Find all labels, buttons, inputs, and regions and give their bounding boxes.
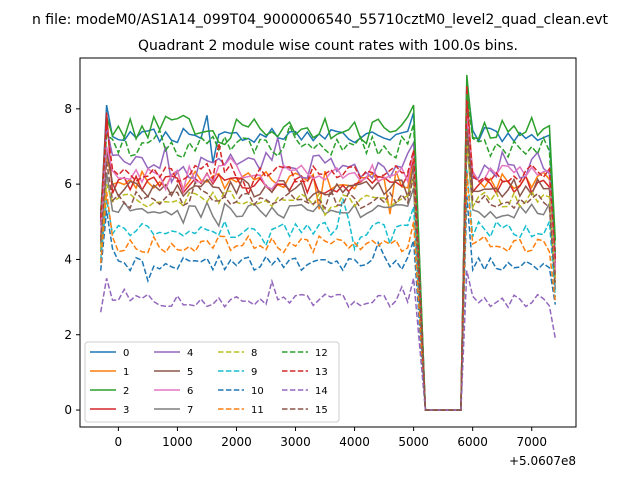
axes-frame (79, 57, 577, 428)
legend-label-7: 7 (187, 405, 193, 416)
legend-label-3: 3 (123, 405, 129, 416)
legend-label-8: 8 (251, 348, 257, 359)
y-tick-label: 6 (64, 177, 72, 191)
legend-label-1: 1 (123, 367, 129, 378)
legend-label-0: 0 (123, 348, 129, 359)
series-line-10 (99, 195, 557, 411)
chart-suptitle: n file: modeM0/AS1A14_099T04_9000006540_… (32, 12, 609, 28)
series-line-8 (99, 138, 557, 411)
legend-label-11: 11 (251, 405, 264, 416)
chart-title: Quadrant 2 module wise count rates with … (138, 38, 518, 54)
series-line-14 (99, 270, 557, 411)
series-line-0 (99, 82, 557, 411)
series-line-15 (99, 131, 557, 411)
x-tick-label: 4000 (339, 435, 370, 449)
x-tick-label: 1000 (162, 435, 193, 449)
legend-label-13: 13 (315, 367, 328, 378)
legend-label-6: 6 (187, 386, 193, 397)
y-tick-label: 0 (64, 403, 72, 417)
legend-label-12: 12 (315, 348, 328, 359)
x-tick-label: 2000 (221, 435, 252, 449)
x-tick-label: 7000 (516, 435, 547, 449)
x-offset-label: +5.0607e8 (509, 454, 576, 468)
y-axis: 0 2 4 6 8 (64, 102, 80, 417)
legend-label-5: 5 (187, 367, 193, 378)
y-tick-label: 8 (64, 102, 72, 116)
x-tick-label: 3000 (280, 435, 311, 449)
x-axis: 0 1000 2000 3000 4000 5000 6000 7000 (115, 427, 547, 449)
series-line-2 (99, 74, 557, 411)
series-line-7 (99, 142, 557, 411)
series-line-9 (99, 169, 557, 411)
legend-label-15: 15 (315, 405, 328, 416)
legend-label-2: 2 (123, 386, 129, 397)
x-tick-label: 0 (115, 435, 123, 449)
series-line-11 (99, 172, 557, 411)
legend-label-14: 14 (315, 386, 328, 397)
plot-lines (99, 74, 557, 411)
legend-label-4: 4 (187, 348, 193, 359)
x-tick-label: 5000 (398, 435, 429, 449)
legend-label-10: 10 (251, 386, 264, 397)
y-tick-label: 2 (64, 328, 72, 342)
series-line-12 (99, 93, 557, 411)
series-line-13 (99, 101, 557, 411)
legend-box (84, 341, 340, 423)
x-tick-label: 6000 (457, 435, 488, 449)
y-tick-label: 4 (64, 252, 72, 266)
legend-label-9: 9 (251, 367, 257, 378)
